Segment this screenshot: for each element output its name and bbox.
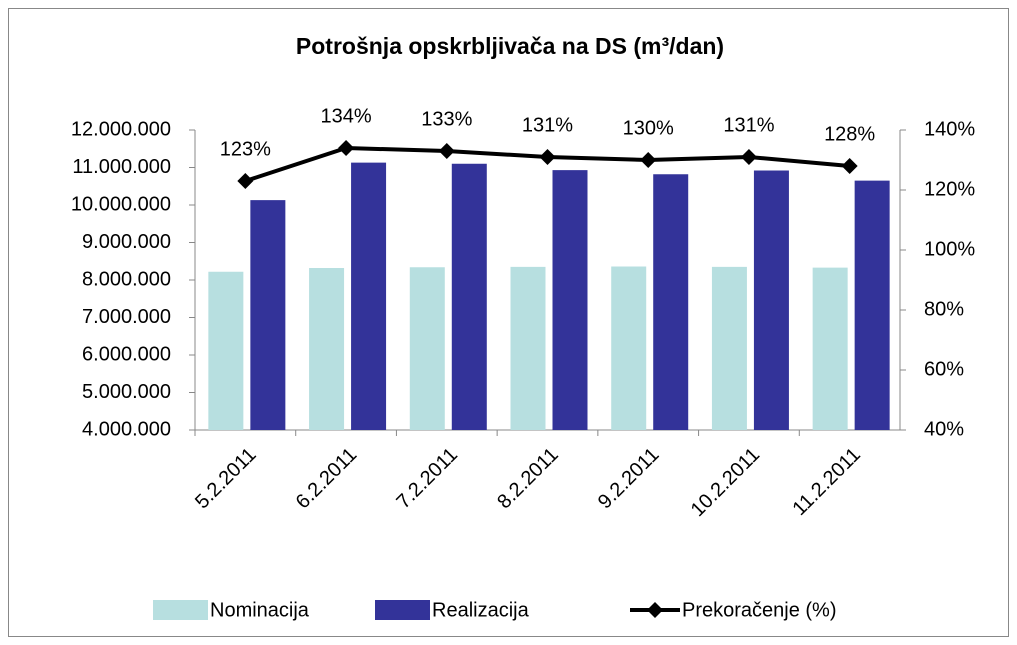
bar — [250, 200, 286, 430]
legend-swatch — [153, 600, 208, 620]
y-tick-label: 10.000.000 — [71, 193, 171, 215]
y-tick-label: 4.000.000 — [82, 418, 171, 440]
bar — [711, 266, 747, 430]
legend-swatch — [375, 600, 430, 620]
line-marker — [841, 158, 858, 174]
y2-tick-label: 80% — [924, 298, 964, 320]
line-marker — [438, 143, 455, 159]
legend-marker — [647, 602, 663, 618]
y-tick-label: 8.000.000 — [82, 268, 171, 290]
line-marker — [237, 173, 254, 189]
bar — [510, 266, 546, 430]
bar — [351, 162, 387, 430]
bar — [611, 266, 647, 430]
bar — [451, 163, 487, 430]
y-tick-label: 5.000.000 — [82, 381, 171, 403]
data-label: 133% — [421, 108, 472, 130]
legend-label: Prekoračenje (%) — [682, 599, 837, 621]
y-tick-label: 9.000.000 — [82, 231, 171, 253]
data-label: 131% — [522, 114, 573, 136]
chart-title: Potrošnja opskrbljivača na DS (m³/dan) — [296, 33, 724, 59]
line-marker — [539, 149, 556, 165]
data-label: 123% — [220, 138, 271, 160]
data-label: 131% — [723, 114, 774, 136]
bar — [653, 174, 689, 430]
y2-tick-label: 100% — [924, 238, 975, 260]
line-marker — [640, 152, 657, 168]
bar — [812, 267, 848, 430]
data-label: 130% — [623, 117, 674, 139]
y-tick-label: 11.000.000 — [72, 156, 171, 178]
legend-label: Realizacija — [432, 599, 530, 621]
bar — [409, 267, 445, 430]
y2-tick-label: 140% — [924, 118, 975, 140]
bar — [208, 271, 244, 430]
y-tick-label: 6.000.000 — [82, 343, 171, 365]
y-tick-label: 7.000.000 — [82, 306, 171, 328]
line-marker — [740, 149, 757, 165]
y2-tick-label: 120% — [924, 178, 975, 200]
bar — [552, 170, 588, 430]
bar — [854, 180, 890, 430]
bar — [753, 170, 789, 430]
y-tick-label: 12.000.000 — [71, 118, 171, 140]
line-marker — [338, 140, 355, 156]
data-label: 128% — [824, 123, 875, 145]
legend-label: Nominacija — [210, 599, 310, 621]
y2-tick-label: 40% — [924, 418, 964, 440]
data-label: 134% — [320, 105, 371, 127]
bar — [309, 268, 345, 430]
y2-tick-label: 60% — [924, 358, 964, 380]
